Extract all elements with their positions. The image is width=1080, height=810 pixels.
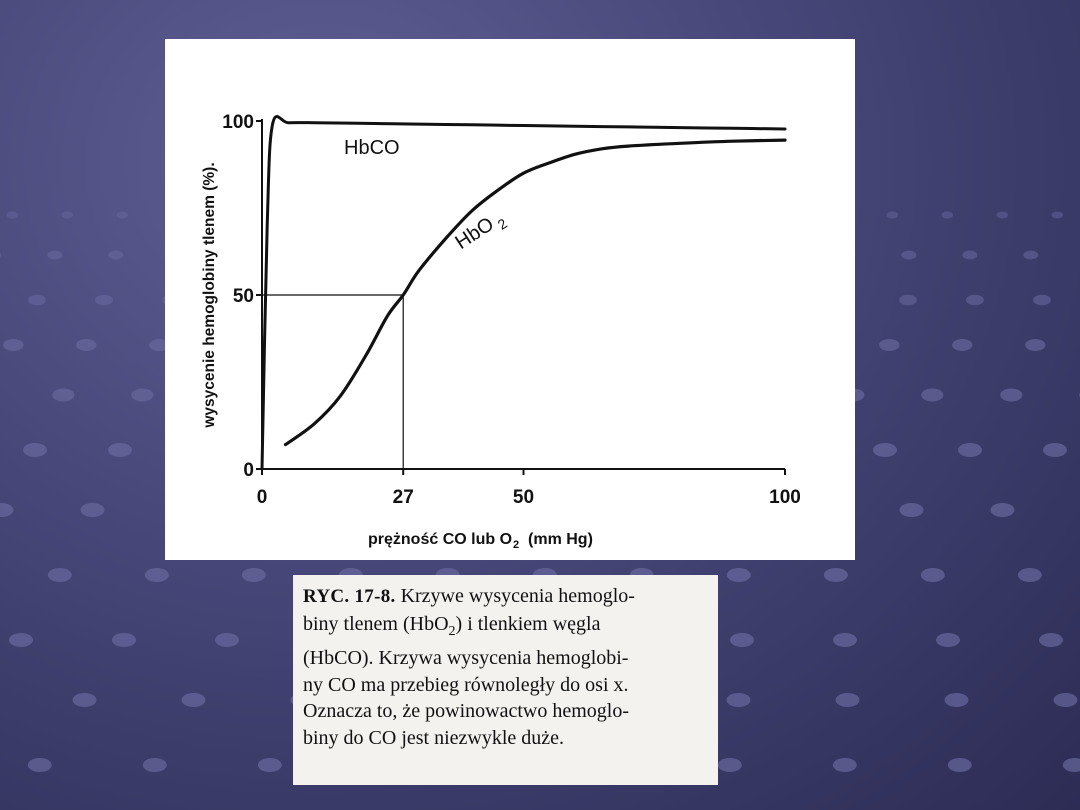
background-dot bbox=[1062, 758, 1080, 772]
caption-subscript: 2 bbox=[448, 623, 456, 639]
background-dot bbox=[142, 758, 167, 772]
background-dot bbox=[1051, 211, 1064, 219]
background-dot bbox=[241, 568, 266, 582]
background-dot bbox=[1000, 388, 1023, 402]
background-dot bbox=[61, 211, 73, 219]
background-dot bbox=[1039, 633, 1063, 647]
background-dot bbox=[47, 250, 63, 260]
background-dot bbox=[873, 443, 897, 457]
background-dot bbox=[72, 693, 97, 707]
x-axis-label-subscript: 2 bbox=[513, 539, 519, 551]
background-dot bbox=[1053, 693, 1078, 707]
caption-text-2a: biny tlenem (HbO bbox=[303, 612, 449, 635]
background-dot bbox=[726, 693, 751, 707]
background-dot bbox=[112, 633, 136, 647]
background-dot bbox=[1033, 294, 1051, 306]
background-dot bbox=[823, 568, 848, 582]
caption-line-2: biny tlenem (HbO2) i tlenkiem węgla bbox=[303, 611, 710, 646]
background-dot bbox=[3, 339, 24, 351]
background-dot bbox=[181, 693, 206, 707]
series-line-hbo bbox=[283, 138, 787, 447]
background-dot bbox=[990, 503, 1015, 517]
background-dot bbox=[108, 443, 132, 457]
background-dot bbox=[717, 758, 742, 772]
background-dot bbox=[901, 250, 917, 260]
background-dot bbox=[886, 211, 898, 219]
background-dot bbox=[215, 633, 239, 647]
background-dot bbox=[996, 211, 1008, 219]
chart-panel: 0 50 100 0 27 50 100 HbCO HbO 2 wysycenie hemoglo… bbox=[165, 39, 855, 560]
x-tick-label: 27 bbox=[393, 487, 414, 508]
background-dot bbox=[879, 339, 900, 351]
background-dot bbox=[116, 211, 128, 219]
background-dot bbox=[947, 758, 972, 772]
caption-text-1: Krzywe wysycenia hemoglo- bbox=[395, 585, 635, 607]
background-dot bbox=[726, 568, 751, 582]
background-dot bbox=[832, 758, 857, 772]
caption-line-3: (HbCO). Krzywa wysycenia hemoglobi- bbox=[303, 647, 629, 669]
background-dot bbox=[899, 503, 924, 517]
background-dot bbox=[28, 294, 46, 306]
background-dot bbox=[920, 568, 945, 582]
background-dot bbox=[899, 294, 917, 306]
background-dot bbox=[1043, 443, 1067, 457]
caption-line-5: Oznacza to, że powinowactwo hemoglo- bbox=[303, 700, 629, 722]
background-dot bbox=[1025, 339, 1046, 351]
y-tick-label: 0 bbox=[243, 460, 254, 481]
background-dot bbox=[95, 294, 113, 306]
x-tick-label: 0 bbox=[257, 487, 268, 508]
background-dot bbox=[962, 250, 978, 260]
caption-figure-number: RYC. 17-8. bbox=[303, 586, 396, 607]
background-dot bbox=[936, 633, 960, 647]
y-tick-label: 50 bbox=[233, 286, 254, 307]
y-axis-label: wysycenie hemoglobiny tlenem (%). bbox=[201, 162, 218, 428]
series-label-hbo2-group: HbO2 bbox=[451, 213, 510, 254]
background-dot bbox=[944, 693, 969, 707]
background-dot bbox=[9, 633, 33, 647]
background-dot bbox=[108, 250, 124, 260]
series-label-hbo2: HbO bbox=[451, 213, 497, 254]
background-dot bbox=[6, 211, 18, 219]
background-dot bbox=[0, 503, 14, 517]
background-dot bbox=[23, 443, 47, 457]
background-dot bbox=[730, 633, 754, 647]
series-line-hbco bbox=[260, 114, 787, 471]
background-dot bbox=[833, 633, 857, 647]
x-tick-label: 100 bbox=[769, 487, 801, 508]
caption-text-2b: ) i tlenkiem węgla bbox=[455, 612, 601, 635]
x-tick-label: 50 bbox=[513, 487, 534, 508]
background-dot bbox=[52, 388, 75, 402]
y-tick-label: 100 bbox=[222, 112, 254, 133]
background-dot bbox=[958, 443, 982, 457]
background-dot bbox=[952, 339, 973, 351]
x-axis-label-unit: (mm Hg) bbox=[528, 531, 593, 548]
background-dot bbox=[941, 211, 953, 219]
figure-caption: RYC. 17-8. Krzywe wysycenia hemoglo- bin… bbox=[293, 575, 718, 785]
background-dot bbox=[144, 568, 169, 582]
background-dot bbox=[1017, 568, 1042, 582]
background-dot bbox=[80, 503, 105, 517]
background-dot bbox=[921, 388, 944, 402]
background-dot bbox=[1023, 250, 1039, 260]
background-dot bbox=[149, 339, 170, 351]
background-dot bbox=[76, 339, 97, 351]
x-axis-label: prężność CO lub O bbox=[368, 531, 512, 548]
background-dot bbox=[47, 568, 72, 582]
background-dot bbox=[27, 758, 52, 772]
background-dot bbox=[966, 294, 984, 306]
caption-line-4: ny CO ma przebieg równoległy do osi x. bbox=[303, 673, 629, 696]
background-dot bbox=[257, 758, 282, 772]
caption-line-6: biny do CO jest niezwykle duże. bbox=[303, 726, 565, 749]
background-dot bbox=[0, 252, 2, 258]
series-label-hbco: HbCO bbox=[344, 137, 400, 159]
background-dot bbox=[131, 388, 154, 402]
caption-line-1: RYC. 17-8. Krzywe wysycenia hemoglo- bbox=[303, 583, 710, 611]
background-dot bbox=[835, 693, 860, 707]
